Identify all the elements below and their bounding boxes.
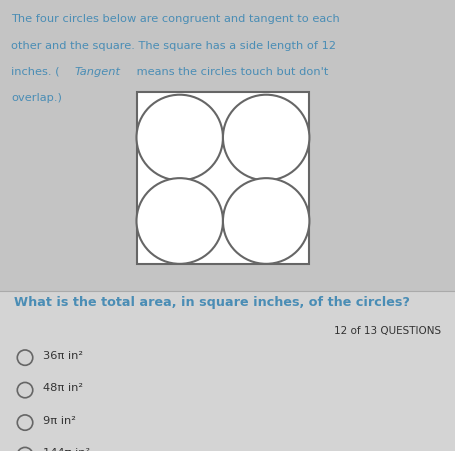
- Text: Tangent: Tangent: [74, 67, 120, 77]
- Text: 9π in²: 9π in²: [43, 416, 76, 426]
- Text: overlap.): overlap.): [11, 93, 62, 103]
- Text: 144π in²: 144π in²: [43, 448, 91, 451]
- Circle shape: [223, 95, 309, 180]
- Bar: [136, 92, 309, 264]
- Circle shape: [136, 95, 223, 180]
- Circle shape: [136, 178, 223, 264]
- Bar: [0, 0, 455, 291]
- Text: inches. (: inches. (: [11, 67, 60, 77]
- Bar: [0, 291, 455, 451]
- Text: What is the total area, in square inches, of the circles?: What is the total area, in square inches…: [14, 296, 410, 309]
- Text: 36π in²: 36π in²: [43, 351, 83, 361]
- Text: means the circles touch but don't: means the circles touch but don't: [133, 67, 329, 77]
- Text: other and the square. The square has a side length of 12: other and the square. The square has a s…: [11, 41, 336, 51]
- Text: 12 of 13 QUESTIONS: 12 of 13 QUESTIONS: [334, 326, 441, 336]
- Text: 48π in²: 48π in²: [43, 383, 83, 393]
- Text: The four circles below are congruent and tangent to each: The four circles below are congruent and…: [11, 14, 340, 24]
- Circle shape: [223, 178, 309, 264]
